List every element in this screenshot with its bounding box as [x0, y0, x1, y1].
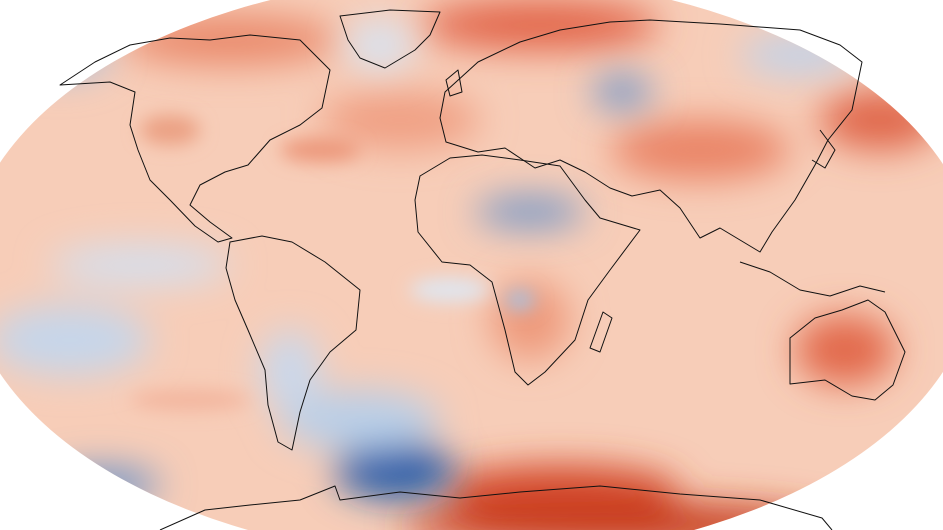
texture	[130, 115, 535, 410]
cool-south-america	[260, 330, 320, 410]
cool-south-atlantic	[335, 442, 455, 498]
uk	[445, 69, 463, 97]
coastlines	[59, 9, 906, 530]
indonesia	[739, 261, 886, 297]
warm-arctic	[420, 0, 660, 50]
cool-patch	[505, 290, 535, 310]
japan	[811, 129, 836, 169]
cool-patch	[410, 278, 490, 302]
warm-atlantic	[320, 90, 480, 150]
warm-southern-ocean	[440, 465, 680, 515]
warm-antarctica	[400, 503, 840, 530]
cool-alaska	[10, 33, 110, 77]
warm-patch	[130, 390, 250, 410]
cool-greenland	[345, 20, 415, 70]
madagascar	[589, 311, 613, 353]
cool-sahel	[475, 197, 585, 227]
north-america	[59, 34, 331, 243]
africa	[414, 154, 641, 386]
cool-south-pacific	[40, 467, 160, 503]
warm-patch	[280, 138, 360, 162]
warm-patch	[140, 115, 200, 145]
antarctica	[159, 485, 833, 530]
cool-siberia	[740, 35, 860, 75]
cool-central-asia	[592, 76, 652, 108]
cool-argentina	[280, 390, 440, 450]
eurasia	[439, 19, 863, 253]
cool-east-pacific	[0, 305, 150, 375]
south-america	[225, 235, 361, 451]
warm-canada	[120, 15, 340, 65]
warm-pacific-north	[820, 90, 940, 150]
australia	[789, 299, 906, 401]
warm-asia	[610, 120, 790, 180]
warm-australia	[795, 315, 895, 385]
greenland	[339, 9, 441, 69]
cool-tropical-pacific	[50, 245, 230, 285]
